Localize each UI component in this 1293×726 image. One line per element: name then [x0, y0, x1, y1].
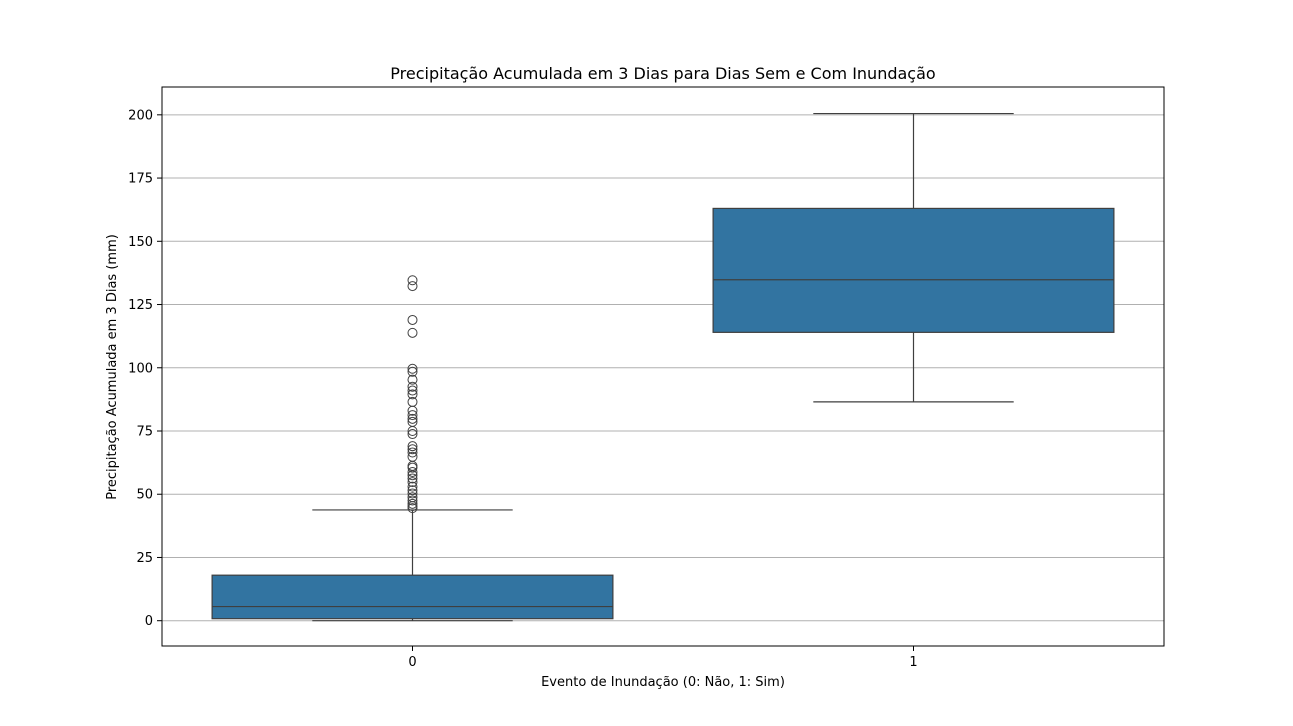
- outlier-point: [407, 492, 418, 503]
- outlier-point: [407, 441, 418, 452]
- outlier-point: [407, 498, 418, 509]
- x-tick-label: 1: [909, 655, 917, 670]
- y-tick-label: 25: [136, 551, 153, 566]
- outlier-point: [407, 410, 418, 421]
- outlier-point: [407, 447, 418, 458]
- y-tick-label: 100: [128, 361, 153, 376]
- outlier-point: [407, 444, 418, 455]
- outlier-point: [407, 275, 418, 286]
- y-tick-label: 75: [136, 425, 153, 440]
- outlier-point: [407, 488, 418, 499]
- outlier-point: [407, 416, 418, 427]
- chart-title: Precipitação Acumulada em 3 Dias para Di…: [390, 64, 935, 83]
- grid-lines: [162, 114, 1164, 622]
- y-tick-label: 200: [128, 108, 153, 123]
- outlier-point: [407, 327, 418, 338]
- outlier-point: [407, 429, 418, 440]
- box-group-0: [211, 275, 614, 622]
- iqr-box: [712, 207, 1115, 333]
- iqr-box: [211, 574, 614, 620]
- outlier-point: [407, 281, 418, 292]
- box-series: [211, 112, 1115, 622]
- outlier-point: [407, 481, 418, 492]
- y-tick-label: 0: [145, 614, 153, 629]
- box-group-1: [712, 112, 1115, 403]
- outlier-point: [407, 381, 418, 392]
- y-tick-label: 50: [136, 488, 153, 503]
- outlier-point: [407, 466, 418, 477]
- outlier-point: [407, 451, 418, 462]
- x-tick-label: 0: [408, 655, 416, 670]
- plot-area-frame: [161, 86, 1165, 647]
- y-tick-label: 150: [128, 235, 153, 250]
- outlier-point: [407, 477, 418, 488]
- y-tick-label: 125: [128, 298, 153, 313]
- y-tick-label: 175: [128, 172, 153, 187]
- y-axis-ticks: 0 25 50 75 100 125 150 175 200: [128, 108, 162, 629]
- outlier-point: [407, 366, 418, 377]
- x-axis-label: Evento de Inundação (0: Não, 1: Sim): [541, 675, 785, 690]
- outlier-point: [407, 363, 418, 374]
- outlier-point: [407, 495, 418, 506]
- outlier-point: [407, 485, 418, 496]
- outlier-point: [407, 396, 418, 407]
- outlier-point: [407, 314, 418, 325]
- outlier-point: [407, 473, 418, 484]
- outlier-point: [407, 385, 418, 396]
- outlier-point: [407, 389, 418, 400]
- y-axis-label: Precipitação Acumulada em 3 Dias (mm): [105, 234, 120, 500]
- outlier-point: [407, 413, 418, 424]
- outlier-point: [407, 374, 418, 385]
